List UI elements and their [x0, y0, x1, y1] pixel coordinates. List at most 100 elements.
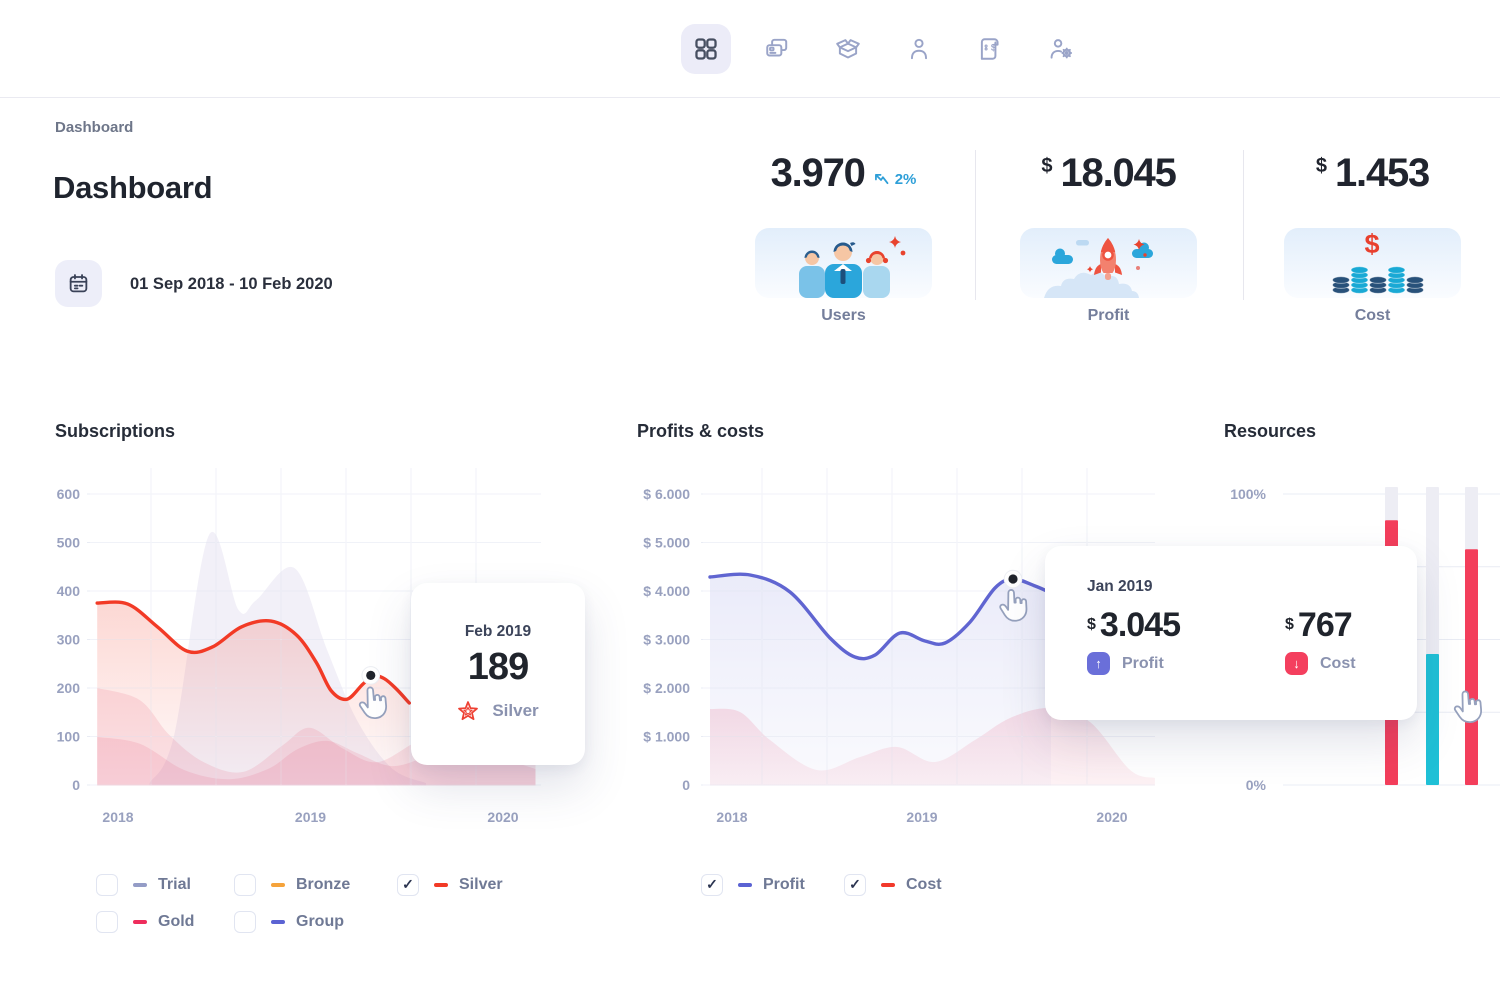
legend-checkbox-group[interactable]	[234, 910, 256, 933]
grid-icon	[695, 38, 717, 60]
resources-title: Resources	[1224, 421, 1317, 441]
legend-color-dash	[133, 882, 147, 887]
axis-tick-label: $ 2.000	[643, 680, 690, 696]
axis-tick-label: 500	[57, 535, 81, 551]
legend-color-dash	[434, 882, 448, 887]
legend-item-bronze: Bronze	[234, 873, 397, 896]
legend-label: Cost	[906, 875, 942, 893]
axis-tick-label: 400	[57, 583, 81, 599]
stats-divider	[975, 150, 976, 300]
legend-checkbox-cost[interactable]: ✓	[844, 873, 866, 896]
legend-color-dash	[881, 882, 895, 887]
person-icon	[910, 38, 928, 60]
axis-tick-label: 2020	[1096, 809, 1127, 825]
legend-checkbox-profit[interactable]: ✓	[701, 873, 723, 896]
profits-costs-tooltip: Jan 2019 $3.045 ↑ Profit $767 ↓ Cost	[1045, 546, 1417, 720]
profit-label: Profit	[1087, 307, 1130, 324]
chart-marker-dot	[366, 670, 376, 680]
legend-checkbox-silver[interactable]: ✓	[397, 873, 419, 896]
nav-account-settings-button[interactable]	[1036, 24, 1086, 74]
axis-tick-label: $ 4.000	[643, 583, 690, 599]
open-box-icon	[836, 39, 860, 59]
nav-dashboard-button[interactable]	[681, 24, 731, 74]
axis-tick-label: 100	[57, 729, 81, 745]
profits-costs-plot	[703, 468, 1155, 786]
stat-cost: $ 1.453 $ Cost	[1284, 150, 1461, 335]
cards-icon	[766, 38, 788, 57]
tooltip-cost-label: Cost	[1320, 654, 1356, 672]
legend-item-cost: ✓ Cost	[844, 873, 994, 896]
legend-checkbox-trial[interactable]	[96, 873, 118, 896]
nav-customers-button[interactable]	[894, 24, 944, 74]
axis-tick-label: 300	[57, 632, 81, 648]
coins-illustration: $	[1284, 228, 1461, 298]
legend-color-dash	[271, 919, 285, 924]
nav-invoices-button[interactable]: $	[965, 24, 1015, 74]
svg-text:$: $	[991, 43, 996, 53]
tooltip-cost-value: $767	[1285, 606, 1353, 644]
nav-products-button[interactable]	[823, 24, 873, 74]
receipt-icon: $	[980, 38, 999, 60]
legend-item-profit: ✓ Profit	[701, 873, 844, 896]
profit-up-badge-icon: ↑	[1087, 652, 1110, 675]
stat-profit: $ 18.045 Profit	[1020, 150, 1197, 335]
profits-costs-title: Profits & costs	[637, 421, 765, 441]
axis-tick-label: $ 6.000	[643, 486, 690, 502]
date-range-label: 01 Sep 2018 - 10 Feb 2020	[130, 275, 333, 293]
legend-checkbox-bronze[interactable]	[234, 873, 256, 896]
axis-tick-label: 0	[72, 777, 80, 793]
cost-currency: $	[1315, 154, 1327, 177]
trend-arrow-icon	[874, 173, 889, 184]
silver-area	[97, 602, 410, 786]
legend-checkbox-gold[interactable]	[96, 910, 118, 933]
users-delta: 2%	[873, 170, 917, 188]
tooltip-date: Jan 2019	[1087, 578, 1153, 595]
cost-label: Cost	[1354, 307, 1391, 324]
legend-label: Group	[296, 912, 344, 930]
cost-area	[710, 707, 1155, 786]
axis-tick-label: $ 3.000	[643, 632, 690, 648]
axis-tick-label: 0%	[1246, 777, 1267, 793]
profits-costs-legend: ✓ Profit ✓ Cost	[701, 873, 994, 896]
stat-users: 3.970 2%	[755, 150, 932, 335]
axis-tick-label: 2019	[295, 809, 326, 825]
users-label: Users	[821, 307, 866, 324]
nav-cards-button[interactable]	[752, 24, 802, 74]
axis-tick-label: 2018	[102, 809, 133, 825]
resource-bar	[1426, 654, 1439, 785]
legend-label: Profit	[763, 875, 805, 893]
top-nav: $	[0, 0, 1500, 98]
legend-item-group: Group	[234, 910, 397, 933]
users-illustration	[755, 228, 932, 298]
tooltip-profit-value: $3.045	[1087, 606, 1181, 644]
axis-tick-label: 600	[57, 486, 81, 502]
user-gear-icon	[1050, 39, 1073, 59]
legend-label: Bronze	[296, 875, 351, 893]
date-picker-button[interactable]	[55, 260, 102, 307]
profit-currency: $	[1041, 154, 1053, 177]
legend-color-dash	[271, 882, 285, 887]
chart-marker-dot	[1008, 574, 1018, 584]
tooltip-value: 189	[467, 646, 529, 688]
axis-tick-label: 2019	[906, 809, 937, 825]
axis-tick-label: 200	[57, 680, 81, 696]
legend-label: Silver	[459, 875, 503, 893]
users-delta-value: 2%	[894, 170, 917, 188]
tooltip-date: Feb 2019	[464, 623, 532, 640]
calendar-icon	[69, 274, 88, 293]
axis-tick-label: 100%	[1230, 486, 1266, 502]
resource-bar	[1465, 549, 1478, 785]
breadcrumb[interactable]: Dashboard	[55, 119, 134, 136]
hand-cursor-icon	[1453, 690, 1482, 724]
hand-cursor-icon	[999, 589, 1028, 622]
page-title: Dashboard	[53, 170, 213, 205]
rocket-illustration	[1020, 228, 1197, 298]
axis-tick-label: 2018	[716, 809, 747, 825]
svg-text:$: $	[1364, 229, 1379, 259]
axis-tick-label: $ 5.000	[643, 535, 690, 551]
star-icon	[458, 701, 479, 721]
legend-color-dash	[133, 919, 147, 924]
legend-label: Trial	[158, 875, 191, 893]
